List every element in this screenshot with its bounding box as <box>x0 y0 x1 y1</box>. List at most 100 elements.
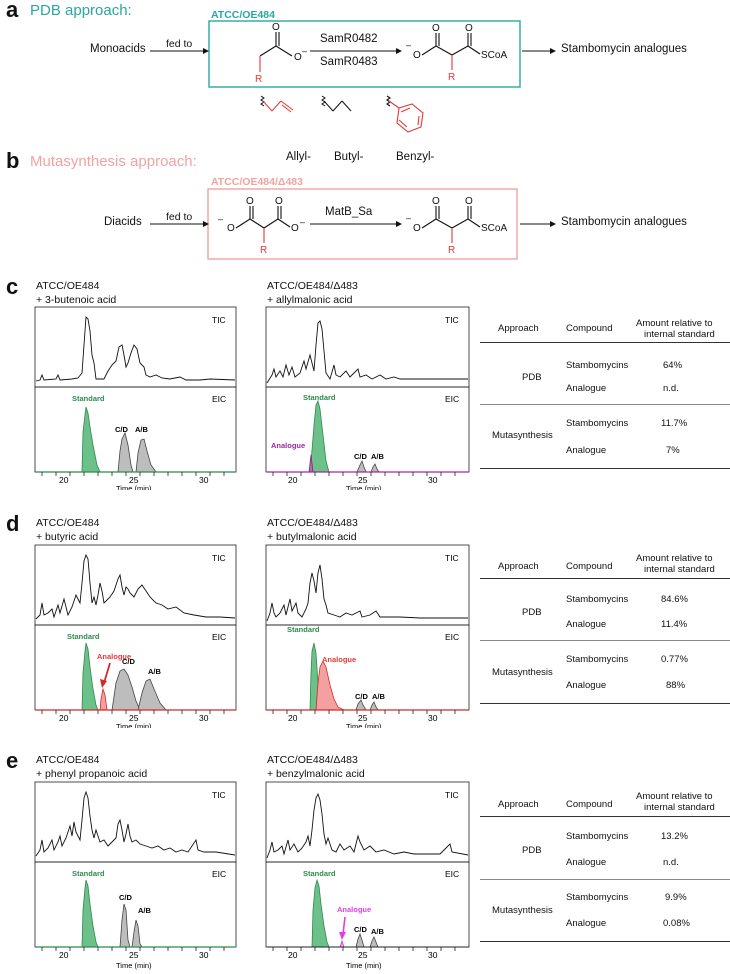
e-right-tic-trace <box>266 792 469 859</box>
table-c-approach-pdb: PDB <box>522 372 542 383</box>
svg-text:SCoA: SCoA <box>481 223 507 234</box>
table-e-header-approach: Approach <box>498 799 539 810</box>
c-left-axis-ticks <box>41 472 225 476</box>
d-right-axis-ticks <box>272 710 456 714</box>
d-left-caption-2: + butyric acid <box>36 531 99 543</box>
c-right-analogue-label: Analogue <box>271 441 305 450</box>
c-right-cd-label: C/D <box>354 452 368 461</box>
table-c-muta-amount2: 7% <box>666 445 680 456</box>
d-left-tick-25: 25 <box>129 713 139 723</box>
table-c-header-amount1: Amount relative to <box>636 318 713 329</box>
e-right-tick-25: 25 <box>358 950 368 960</box>
c-left-tick-25: 25 <box>129 475 139 485</box>
e-left-ab-label: A/B <box>138 906 152 915</box>
table-c-pdb-compound2: Analogue <box>566 383 607 394</box>
e-right-cd-label: C/D <box>354 925 368 934</box>
allyl-structure <box>260 95 294 113</box>
c-right-axis-ticks <box>272 472 456 476</box>
c-right-caption-1: ATCC/OE484/Δ483 <box>267 280 358 292</box>
panel-b-fed-to: fed to <box>166 211 193 223</box>
d-left-analogue-arrow <box>103 662 111 684</box>
svg-text:O: O <box>432 196 440 207</box>
table-d-header-amount2: internal standard <box>644 564 715 575</box>
d-right-eic: EIC <box>445 632 459 642</box>
c-left-cd-label: C/D <box>115 425 129 434</box>
d-left-eic: EIC <box>212 632 226 642</box>
e-left-ab-peak <box>131 919 143 948</box>
svg-text:–: – <box>406 40 411 50</box>
c-left-tick-30: 30 <box>199 475 209 485</box>
e-left-caption-1: ATCC/OE484 <box>36 754 100 766</box>
panel-c-label: c <box>6 274 19 299</box>
svg-text:–: – <box>302 46 307 56</box>
table-d: Approach Compound Amount relative to int… <box>480 553 730 708</box>
table-d-muta-compound1: Stambomycins <box>566 654 629 665</box>
e-right-tic: TIC <box>445 790 459 800</box>
e-right-standard-label: Standard <box>303 869 336 878</box>
svg-text:O: O <box>413 50 421 61</box>
e-right-cd-peak <box>355 932 365 948</box>
table-d-header-approach: Approach <box>498 561 539 572</box>
table-e-pdb-amount2: n.d. <box>663 857 679 868</box>
svg-text:O: O <box>432 23 440 34</box>
c-left-tick-20: 20 <box>59 475 69 485</box>
panel-a-feed: Monoacids <box>90 43 146 55</box>
table-e-header-amount1: Amount relative to <box>636 791 713 802</box>
table-c-header-compound: Compound <box>566 323 613 334</box>
panel-a-product: Stambomycin analogues <box>561 43 687 55</box>
svg-text:–: – <box>300 217 305 227</box>
d-right-xlabel: Time (min) <box>346 722 382 728</box>
d-right-cd-label: C/D <box>355 692 369 701</box>
panel-a-label: a <box>6 0 19 22</box>
table-e-pdb-amount1: 13.2% <box>661 831 688 842</box>
c-right-tick-30: 30 <box>428 475 438 485</box>
d-right-tick-20: 20 <box>288 713 298 723</box>
panel-b-enzyme: MatB_Sa <box>325 206 373 218</box>
c-right-eic: EIC <box>445 394 459 404</box>
d-left-analogue-peak <box>99 687 108 711</box>
svg-text:R: R <box>448 245 455 256</box>
table-e-muta-compound1: Stambomycins <box>566 892 629 903</box>
d-right-tick-30: 30 <box>428 713 438 723</box>
table-c-header-approach: Approach <box>498 323 539 334</box>
table-e-muta-compound2: Analogue <box>566 918 607 929</box>
table-d-header-amount1: Amount relative to <box>636 553 713 564</box>
e-right-tick-30: 30 <box>428 950 438 960</box>
c-right-tic: TIC <box>445 315 459 325</box>
e-right-standard-peak <box>311 878 330 948</box>
table-e-pdb-compound2: Analogue <box>566 857 607 868</box>
product-structure-a <box>421 33 481 70</box>
svg-text:O: O <box>413 223 421 234</box>
table-c-muta-compound2: Analogue <box>566 445 607 456</box>
e-left-caption-2: + phenyl propanoic acid <box>36 768 148 780</box>
table-e: Approach Compound Amount relative to int… <box>480 791 730 946</box>
table-e-pdb-compound1: Stambomycins <box>566 831 629 842</box>
table-d-pdb-amount2: 11.4% <box>661 619 688 630</box>
c-right-standard-label: Standard <box>303 393 336 402</box>
panel-b-scheme: O O O – O – R O O O – R SCoA <box>150 188 556 260</box>
svg-text:O: O <box>272 22 280 33</box>
svg-text:O: O <box>465 23 473 34</box>
svg-text:SCoA: SCoA <box>481 50 507 61</box>
panel-a-scheme: O O – R O O O – R SCoA <box>150 20 556 133</box>
svg-text:R: R <box>255 74 262 85</box>
panel-a-strain: ATCC/OE484 <box>211 9 275 21</box>
c-left-eic: EIC <box>212 394 226 404</box>
table-d-muta-amount2: 88% <box>666 680 686 691</box>
product-structure-b <box>421 206 481 243</box>
e-right-analogue-arrow <box>342 916 346 935</box>
svg-text:–: – <box>406 213 411 223</box>
c-left-ab-label: A/B <box>135 425 149 434</box>
e-left-tick-30: 30 <box>199 950 209 960</box>
substituent-butyl: Butyl- <box>334 151 364 163</box>
c-right-ab-label: A/B <box>371 452 385 461</box>
monoacid-structure <box>259 32 293 72</box>
d-right-tic: TIC <box>445 553 459 563</box>
table-c-approach-muta: Mutasynthesis <box>492 430 553 441</box>
table-c: Approach Compound Amount relative to int… <box>480 318 730 473</box>
c-left-standard-label: Standard <box>72 394 105 403</box>
table-d-pdb-compound1: Stambomycins <box>566 594 629 605</box>
table-c-pdb-amount1: 64% <box>663 360 683 371</box>
d-right-analogue-label: Analogue <box>322 655 356 664</box>
d-left-ab-label: A/B <box>148 667 162 676</box>
